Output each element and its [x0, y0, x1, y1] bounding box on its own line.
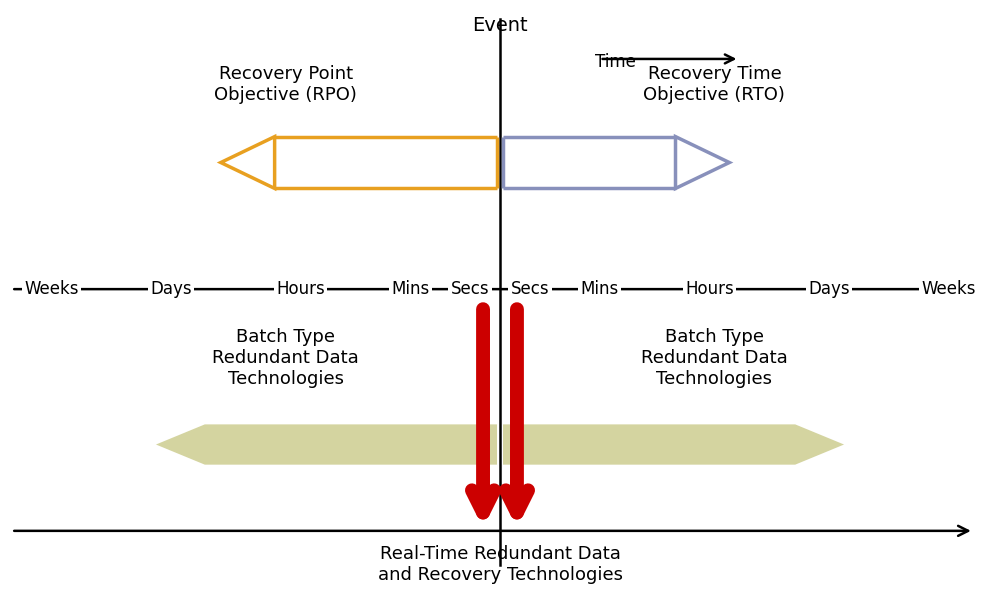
Text: Batch Type
Redundant Data
Technologies: Batch Type Redundant Data Technologies: [641, 329, 788, 388]
Text: Secs: Secs: [451, 280, 489, 298]
Text: Time: Time: [595, 53, 636, 71]
Text: Batch Type
Redundant Data
Technologies: Batch Type Redundant Data Technologies: [212, 329, 359, 388]
Polygon shape: [156, 424, 497, 465]
Text: Days: Days: [150, 280, 192, 298]
Text: Real-Time Redundant Data
and Recovery Technologies: Real-Time Redundant Data and Recovery Te…: [378, 545, 622, 584]
Text: Hours: Hours: [276, 280, 325, 298]
Text: Hours: Hours: [685, 280, 734, 298]
Text: Weeks: Weeks: [921, 280, 976, 298]
Text: Weeks: Weeks: [24, 280, 78, 298]
Text: Mins: Mins: [391, 280, 429, 298]
Text: Event: Event: [472, 16, 528, 35]
Text: Mins: Mins: [581, 280, 619, 298]
Text: Secs: Secs: [511, 280, 549, 298]
Polygon shape: [503, 424, 844, 465]
Text: Recovery Point
Objective (RPO): Recovery Point Objective (RPO): [214, 66, 357, 104]
Text: Recovery Time
Objective (RTO): Recovery Time Objective (RTO): [643, 66, 785, 104]
Text: Days: Days: [808, 280, 850, 298]
